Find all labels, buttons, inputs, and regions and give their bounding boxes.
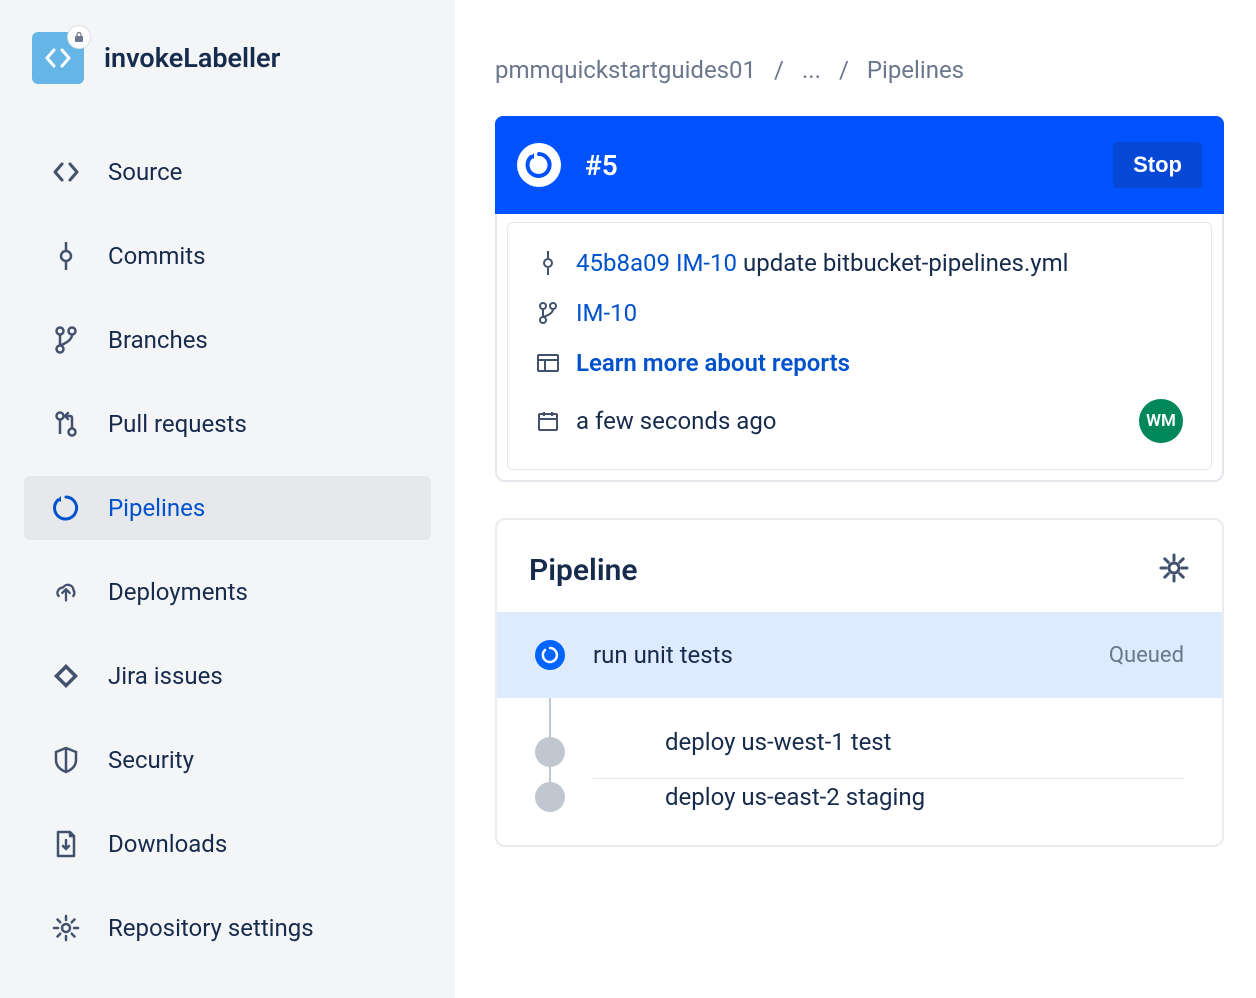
gear-icon [52,914,80,942]
deployments-icon [52,578,80,606]
jira-icon [52,662,80,690]
commit-hash-link[interactable]: 45b8a09 [576,249,670,277]
run-meta: 45b8a09 IM-10 update bitbucket-pipelines… [507,222,1212,470]
pipelines-icon [52,494,80,522]
sidebar-item-source[interactable]: Source [24,140,431,204]
sidebar-item-downloads[interactable]: Downloads [24,812,431,876]
step-label: run unit tests [593,641,1081,669]
sidebar-item-label: Source [108,158,182,186]
download-icon [52,830,80,858]
commit-icon [536,251,560,275]
lock-icon [68,26,90,48]
repo-title: invokeLabeller [104,42,280,74]
sidebar-nav: Source Commits Branches Pull requests Pi… [24,140,431,960]
branch-icon [52,326,80,354]
step-label: deploy us-east-2 staging [593,779,1184,815]
branch-icon [536,302,560,324]
sidebar-item-label: Deployments [108,578,248,606]
sidebar-item-branches[interactable]: Branches [24,308,431,372]
shield-icon [52,746,80,774]
pipeline-settings-button[interactable] [1158,552,1190,588]
breadcrumb-separator: / [774,56,784,84]
sidebar-item-label: Branches [108,326,208,354]
run-card: #5 Stop 45b8a09 IM-10 update bitbucket-p… [495,116,1224,482]
step-status-pending-icon [535,782,565,812]
breadcrumb-separator: / [839,56,849,84]
sidebar-item-pipelines[interactable]: Pipelines [24,476,431,540]
reports-row: Learn more about reports [536,349,1183,377]
sidebar-item-repository-settings[interactable]: Repository settings [24,896,431,960]
commit-row: 45b8a09 IM-10 update bitbucket-pipelines… [536,249,1183,277]
avatar[interactable]: WM [1139,399,1183,443]
run-number: #5 [585,149,1089,182]
breadcrumb-mid[interactable]: ... [802,56,821,84]
repo-header: invokeLabeller [24,32,431,84]
step-status-running-icon [535,640,565,670]
commit-message: update bitbucket-pipelines.yml [743,249,1069,277]
breadcrumb-leaf[interactable]: Pipelines [867,56,964,84]
step-label: deploy us-west-1 test [593,724,1184,779]
sidebar-item-label: Security [108,746,194,774]
branch-link[interactable]: IM-10 [576,299,637,327]
sidebar-item-label: Pipelines [108,494,205,522]
reports-link[interactable]: Learn more about reports [576,349,850,377]
sidebar-item-jira-issues[interactable]: Jira issues [24,644,431,708]
breadcrumb-root[interactable]: pmmquickstartguides01 [495,56,756,84]
step-row[interactable]: run unit tests Queued [497,612,1222,698]
step-list: run unit tests Queued deploy us-west-1 t… [497,612,1222,845]
step-row[interactable]: deploy us-west-1 test [497,698,1222,779]
sidebar-item-deployments[interactable]: Deployments [24,560,431,624]
sidebar-item-security[interactable]: Security [24,728,431,792]
step-status-pending-icon [535,737,565,767]
branch-row: IM-10 [536,299,1183,327]
pipeline-title: Pipeline [529,553,638,588]
sidebar-item-label: Pull requests [108,410,247,438]
breadcrumb: pmmquickstartguides01 / ... / Pipelines [495,56,1224,84]
sidebar-item-label: Jira issues [108,662,223,690]
sidebar-item-commits[interactable]: Commits [24,224,431,288]
time-row: a few seconds ago WM [536,399,1183,443]
step-status: Queued [1109,643,1184,668]
gear-icon [1158,552,1190,584]
sidebar-item-label: Repository settings [108,914,314,942]
time-text: a few seconds ago [576,407,777,435]
pull-request-icon [52,410,80,438]
repo-icon [32,32,84,84]
reports-icon [536,354,560,372]
step-row[interactable]: deploy us-east-2 staging [497,779,1222,845]
sidebar: invokeLabeller Source Commits Branches P… [0,0,455,998]
run-status-icon [517,143,561,187]
stop-button[interactable]: Stop [1113,142,1202,188]
main-content: pmmquickstartguides01 / ... / Pipelines … [455,0,1256,998]
commit-issue-link[interactable]: IM-10 [676,249,737,277]
sidebar-item-label: Commits [108,242,205,270]
pipeline-header: Pipeline [497,520,1222,612]
commit-icon [52,242,80,270]
pipeline-section: Pipeline run unit tests Queued deploy us… [495,518,1224,847]
sidebar-item-pull-requests[interactable]: Pull requests [24,392,431,456]
run-header: #5 Stop [495,116,1224,214]
code-icon [52,158,80,186]
sidebar-item-label: Downloads [108,830,227,858]
calendar-icon [536,410,560,432]
